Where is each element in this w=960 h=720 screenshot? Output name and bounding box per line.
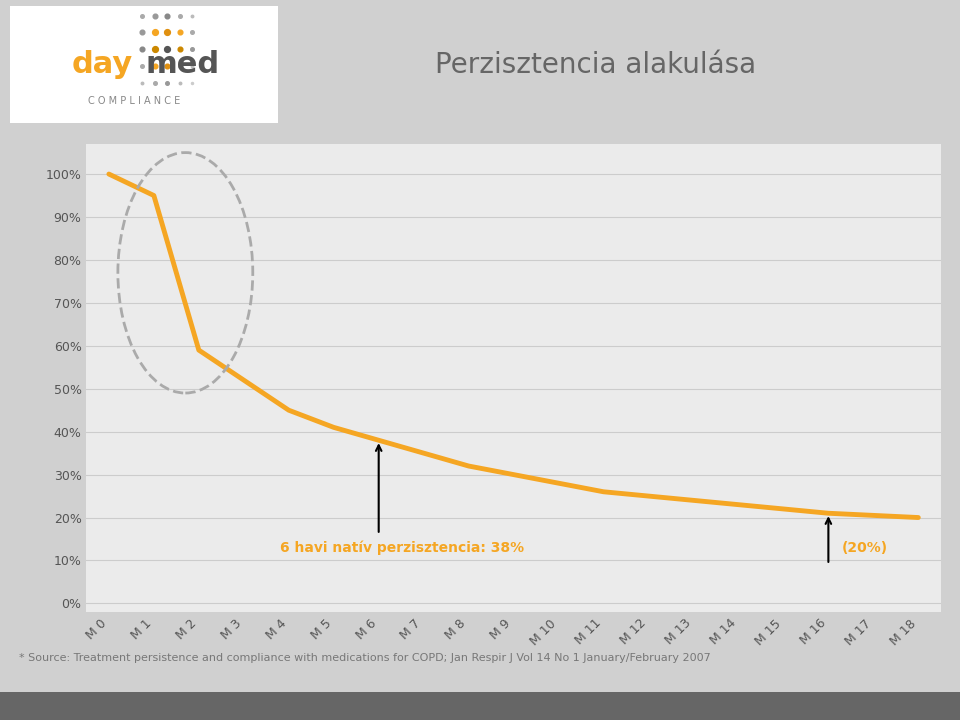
Text: 6 havi natív perzisztencia: 38%: 6 havi natív perzisztencia: 38% bbox=[279, 540, 524, 555]
Text: * Source: Treatment persistence and compliance with medications for COPD; Jan Re: * Source: Treatment persistence and comp… bbox=[19, 653, 711, 663]
Bar bbox=[0, 693, 960, 720]
FancyBboxPatch shape bbox=[10, 6, 278, 123]
Text: med: med bbox=[146, 50, 220, 79]
Text: day: day bbox=[72, 50, 133, 79]
Text: (20%): (20%) bbox=[842, 541, 888, 554]
Text: Perzisztencia alakulása: Perzisztencia alakulása bbox=[435, 51, 756, 78]
Text: C O M P L I A N C E: C O M P L I A N C E bbox=[88, 96, 180, 106]
